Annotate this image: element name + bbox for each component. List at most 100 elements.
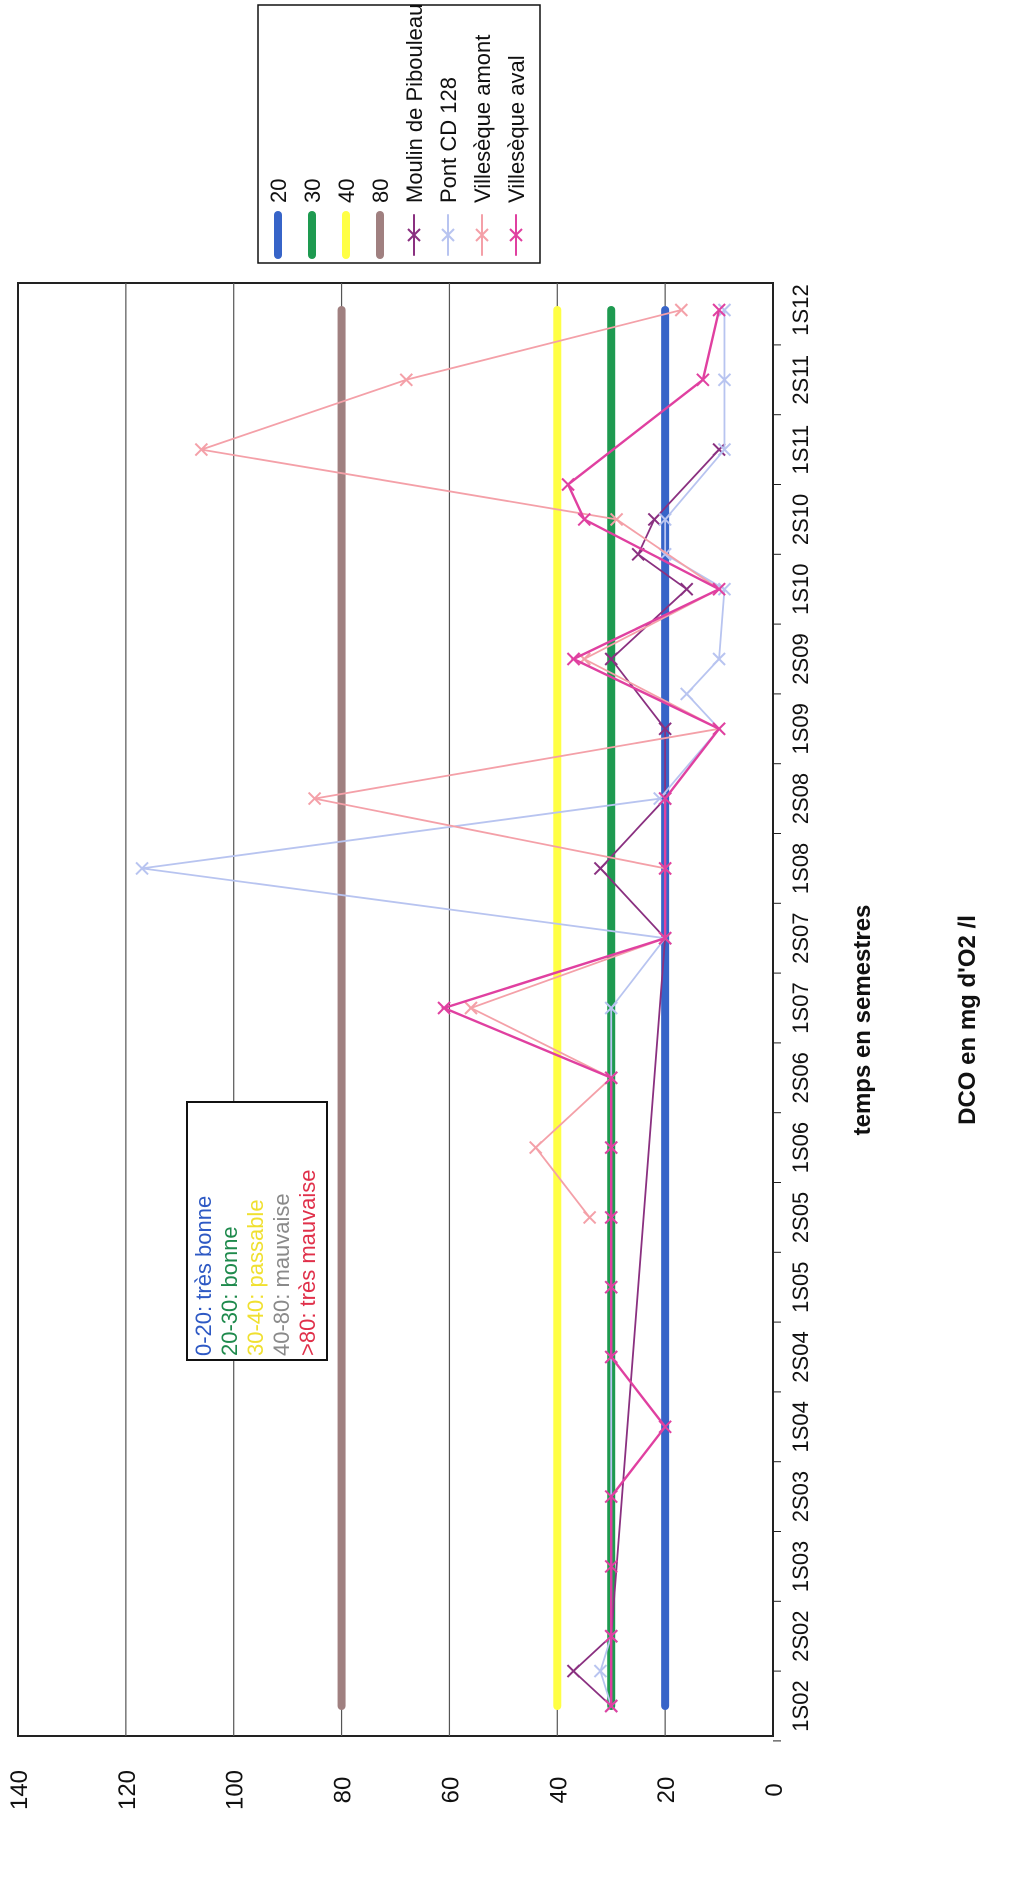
series-point <box>399 373 413 387</box>
series-point <box>680 582 694 596</box>
series-line <box>201 309 722 1218</box>
legend-entry: Pont CD 128 <box>436 77 461 256</box>
series-point <box>658 931 672 945</box>
series-point <box>647 512 662 527</box>
legend-label: Villesèque amont <box>470 35 495 203</box>
y-tick-label: 80 <box>330 1777 357 1804</box>
x-tick-label: 2S11 <box>788 355 813 405</box>
series-point <box>604 1629 618 1643</box>
x-tick-label: 2S08 <box>788 773 813 824</box>
x-tick-label: 2S09 <box>788 633 813 684</box>
y-tick-label: 0 <box>761 1783 788 1796</box>
quality-legend: 0-20: très bonne 20-30: bonne 30-40: passa… <box>186 1101 328 1361</box>
series-point <box>604 1350 618 1364</box>
legend-entry: 30 <box>300 179 325 259</box>
series-point <box>604 1071 618 1085</box>
legend-marker <box>441 228 455 242</box>
y-tick-label: 120 <box>114 1770 141 1810</box>
series-point <box>566 1664 581 1678</box>
series-point <box>717 303 732 317</box>
x-tick-label: 1S02 <box>788 1680 813 1731</box>
series-point <box>674 303 689 317</box>
series-point <box>604 1210 618 1225</box>
x-tick-label: 2S03 <box>788 1471 813 1522</box>
series-point <box>307 791 322 806</box>
x-tick-label: 2S10 <box>788 494 813 545</box>
plot-area <box>17 282 774 1737</box>
series-point <box>604 1140 618 1155</box>
legend-entry: Villesèque aval <box>504 55 529 256</box>
series-point <box>717 582 732 596</box>
x-tick-label: 1S12 <box>788 284 813 335</box>
x-tick-label: 1S05 <box>788 1262 813 1313</box>
y-axis-label: DCO en mg d'O2 /l <box>954 915 981 1125</box>
series-point <box>604 1559 618 1574</box>
legend-marker <box>475 228 489 242</box>
legend-label: Pont CD 128 <box>436 77 461 203</box>
x-tick-label: 1S08 <box>788 843 813 894</box>
series-point <box>717 373 732 387</box>
series-point <box>582 1210 597 1225</box>
series-legend-box <box>257 4 541 264</box>
y-tick-label: 60 <box>437 1777 464 1804</box>
x-tick-label: 1S07 <box>788 982 813 1033</box>
series-point <box>604 1280 618 1294</box>
series-point <box>464 1001 478 1015</box>
y-tick-label: 140 <box>6 1770 33 1810</box>
legend-entry: Moulin de Pibouleau <box>402 4 427 256</box>
legend-label: 20 <box>266 179 291 203</box>
x-tick-label: 2S04 <box>788 1331 813 1382</box>
series-point <box>712 303 726 317</box>
y-tick-label: 20 <box>653 1777 680 1804</box>
x-tick-label: 1S04 <box>788 1401 813 1452</box>
data-series <box>135 303 732 1713</box>
legend-marker <box>407 228 421 242</box>
x-tick-label: 1S06 <box>788 1122 813 1173</box>
series-point <box>712 652 726 666</box>
legend-entry: 80 <box>368 179 393 259</box>
series-point <box>712 442 726 457</box>
series-point <box>658 791 672 806</box>
series-point <box>658 722 672 736</box>
x-axis-ticks: 1S02 2S02 1S03 2S03 1S04 2S04 1S05 2S05 1S06 2S06… <box>773 284 813 1742</box>
legend-label: 80 <box>368 179 393 203</box>
series-point <box>604 1001 618 1015</box>
series-legend: 20 30 40 80 Moulin de Pibouleau Pont CD 128 Vi… <box>257 4 541 264</box>
series-point <box>135 861 149 876</box>
quality-legend-item: 20-30: bonne <box>217 1226 242 1356</box>
legend-label: Villesèque aval <box>504 55 529 203</box>
y-tick-label: 40 <box>545 1777 572 1804</box>
legend-entry: 20 <box>266 179 291 259</box>
x-tick-label: 1S11 <box>788 425 813 475</box>
legend-label: 40 <box>334 179 359 203</box>
series-3 <box>437 303 726 1713</box>
series-point <box>712 582 726 596</box>
legend-label: Moulin de Pibouleau <box>402 4 427 203</box>
quality-legend-item: 40-80: mauvaise <box>269 1193 294 1356</box>
series-point <box>561 477 575 492</box>
series-point <box>194 442 209 457</box>
quality-legend-item: >80: très mauvaise <box>295 1170 320 1356</box>
series-point <box>566 652 581 666</box>
series-point <box>717 442 732 457</box>
y-tick-label: 100 <box>222 1770 249 1810</box>
series-point <box>680 687 694 701</box>
y-axis-ticks: 0 20 40 60 80 100 120 140 <box>6 1770 788 1810</box>
x-axis-label: temps en semestres <box>849 905 876 1136</box>
series-point <box>604 652 618 666</box>
series-point <box>609 512 624 527</box>
legend-marker <box>509 228 523 242</box>
series-point <box>437 1001 451 1015</box>
series-point <box>653 791 667 806</box>
series-point <box>593 1664 608 1678</box>
legend-entry: Villesèque amont <box>470 35 495 256</box>
series-point <box>696 373 710 387</box>
series-point <box>658 861 672 876</box>
legend-label: 30 <box>300 179 325 203</box>
x-tick-label: 1S10 <box>788 564 813 615</box>
quality-legend-item: 30-40: passable <box>243 1199 268 1356</box>
series-point <box>593 861 608 876</box>
series-point <box>604 1489 618 1504</box>
x-tick-label: 1S03 <box>788 1541 813 1592</box>
